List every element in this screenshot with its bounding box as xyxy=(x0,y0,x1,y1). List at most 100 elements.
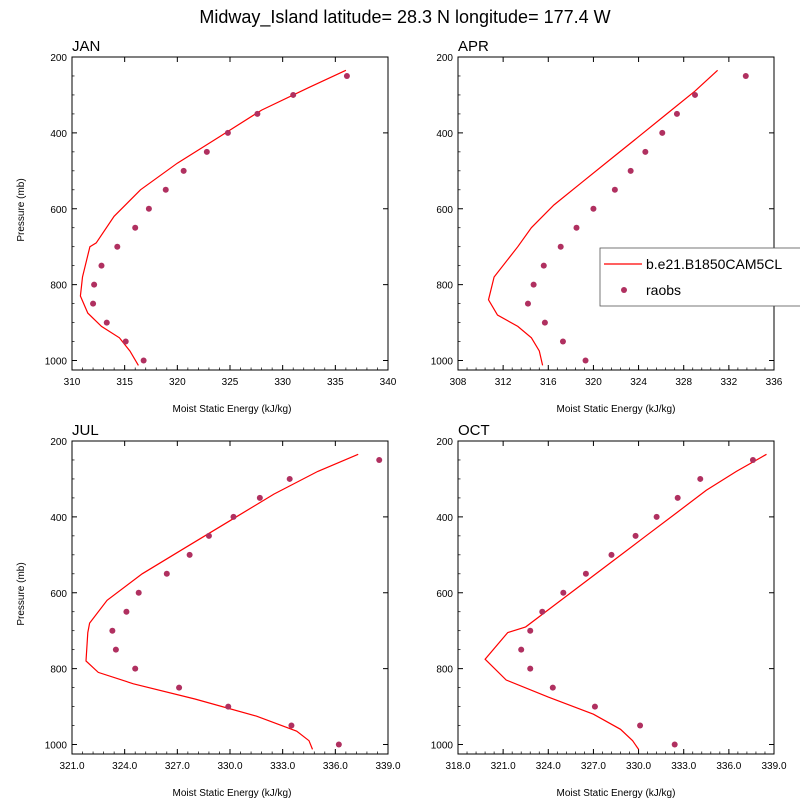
x-tick-label-jul: 330.0 xyxy=(217,761,242,772)
raobs-point-jan xyxy=(290,91,297,98)
panel-jul: JUL Moist Static Energy (kJ/kg) Pressure… xyxy=(16,422,401,799)
raobs-point-apr xyxy=(611,186,618,193)
x-tick-label-jan: 330 xyxy=(274,377,291,388)
legend: b.e21.B1850CAM5CL raobs xyxy=(599,247,800,307)
x-tick-label-oct: 327.0 xyxy=(581,761,606,772)
x-axis-label-oct: Moist Static Energy (kJ/kg) xyxy=(557,788,676,799)
panel-label-oct: OCT xyxy=(458,422,490,439)
x-tick-label-apr: 336 xyxy=(766,377,783,388)
plot-frame-oct xyxy=(457,440,775,755)
raobs-point-oct xyxy=(582,570,589,577)
x-tick-label-oct: 339.0 xyxy=(761,761,786,772)
raobs-point-jul xyxy=(256,494,263,501)
raobs-point-jul xyxy=(186,551,193,558)
raobs-point-apr xyxy=(692,91,698,98)
raobs-point-jan xyxy=(91,281,98,288)
x-tick-label-jul: 327.0 xyxy=(165,761,190,772)
panel-jan: JAN Moist Static Energy (kJ/kg) Pressure… xyxy=(16,38,397,415)
raobs-point-jul xyxy=(163,570,170,577)
raobs-point-apr xyxy=(541,319,548,326)
x-tick-label-oct: 336.0 xyxy=(716,761,741,772)
raobs-point-apr xyxy=(673,110,680,117)
raobs-point-jan xyxy=(132,224,139,231)
x-axis-label-apr: Moist Static Energy (kJ/kg) xyxy=(557,404,676,415)
raobs-point-jul xyxy=(376,456,383,463)
y-tick-label-apr: 200 xyxy=(436,53,453,64)
model-line-jul xyxy=(85,453,359,750)
raobs-point-jul xyxy=(176,684,183,691)
y-tick-label-jan: 1000 xyxy=(45,357,68,368)
y-tick-label-jan: 600 xyxy=(50,205,67,216)
raobs-point-jul xyxy=(225,703,232,710)
x-tick-label-jan: 335 xyxy=(327,377,344,388)
x-tick-label-oct: 321.0 xyxy=(491,761,516,772)
model-line-apr xyxy=(487,69,719,366)
panel-label-apr: APR xyxy=(458,38,489,55)
raobs-point-jan xyxy=(140,357,147,364)
x-tick-label-oct: 324.0 xyxy=(536,761,561,772)
x-tick-label-oct: 333.0 xyxy=(671,761,696,772)
y-tick-label-oct: 600 xyxy=(436,589,453,600)
y-tick-label-apr: 400 xyxy=(436,129,453,140)
x-tick-label-apr: 332 xyxy=(721,377,738,388)
raobs-point-oct xyxy=(527,627,534,634)
model-line-jan xyxy=(79,69,347,366)
raobs-point-apr xyxy=(642,148,649,155)
x-tick-label-jul: 333.0 xyxy=(270,761,295,772)
x-tick-label-jul: 339.0 xyxy=(375,761,400,772)
x-tick-label-jan: 310 xyxy=(64,377,81,388)
raobs-point-jan xyxy=(114,243,121,250)
x-tick-label-apr: 328 xyxy=(675,377,692,388)
legend-model-label: b.e21.B1850CAM5CL xyxy=(646,256,782,272)
raobs-point-jan xyxy=(162,186,169,193)
raobs-point-apr xyxy=(540,262,547,269)
raobs-point-oct xyxy=(560,589,567,596)
panel-label-jul: JUL xyxy=(72,422,99,439)
y-tick-label-oct: 1000 xyxy=(431,741,454,752)
raobs-point-jan xyxy=(254,110,261,117)
legend-obs-swatch xyxy=(621,287,627,293)
raobs-point-oct xyxy=(697,475,704,482)
y-tick-label-oct: 200 xyxy=(436,437,453,448)
x-tick-label-apr: 320 xyxy=(585,377,602,388)
y-tick-label-jul: 400 xyxy=(50,513,67,524)
raobs-point-jan xyxy=(224,129,231,136)
raobs-point-jul xyxy=(112,646,119,653)
raobs-point-jan xyxy=(90,300,97,307)
raobs-point-jul xyxy=(109,627,116,634)
raobs-point-apr xyxy=(659,129,666,136)
raobs-point-apr xyxy=(582,357,589,364)
y-tick-label-jul: 200 xyxy=(50,437,67,448)
x-tick-label-oct: 330.0 xyxy=(626,761,651,772)
x-tick-label-jan: 340 xyxy=(380,377,397,388)
raobs-point-oct xyxy=(674,494,681,501)
raobs-point-jul xyxy=(205,532,212,539)
panel-oct: OCT Moist Static Energy (kJ/kg) 318.0 321… xyxy=(431,422,787,799)
x-tick-label-jan: 325 xyxy=(222,377,239,388)
x-tick-label-jan: 315 xyxy=(116,377,133,388)
raobs-point-apr xyxy=(573,224,580,231)
y-axis-label-jan: Pressure (mb) xyxy=(16,178,27,241)
x-tick-label-jan: 320 xyxy=(169,377,186,388)
raobs-point-oct xyxy=(591,703,598,710)
raobs-point-jan xyxy=(180,167,187,174)
raobs-point-oct xyxy=(539,608,546,615)
y-tick-label-jan: 800 xyxy=(50,281,67,292)
raobs-point-jul xyxy=(123,608,130,615)
y-tick-label-jul: 1000 xyxy=(45,741,68,752)
y-axis-label-jul: Pressure (mb) xyxy=(16,562,27,625)
y-tick-label-jul: 800 xyxy=(50,665,67,676)
y-tick-label-apr: 600 xyxy=(436,205,453,216)
figure-title: Midway_Island latitude= 28.3 N longitude… xyxy=(199,7,610,28)
raobs-point-apr xyxy=(742,72,749,79)
raobs-point-oct xyxy=(518,646,525,653)
x-tick-label-apr: 316 xyxy=(540,377,557,388)
raobs-point-oct xyxy=(549,684,556,691)
raobs-point-apr xyxy=(559,338,566,345)
x-tick-label-apr: 308 xyxy=(450,377,467,388)
raobs-point-jan xyxy=(343,72,350,79)
x-tick-label-jul: 324.0 xyxy=(112,761,137,772)
raobs-point-jan xyxy=(145,205,152,212)
raobs-point-oct xyxy=(527,665,534,672)
